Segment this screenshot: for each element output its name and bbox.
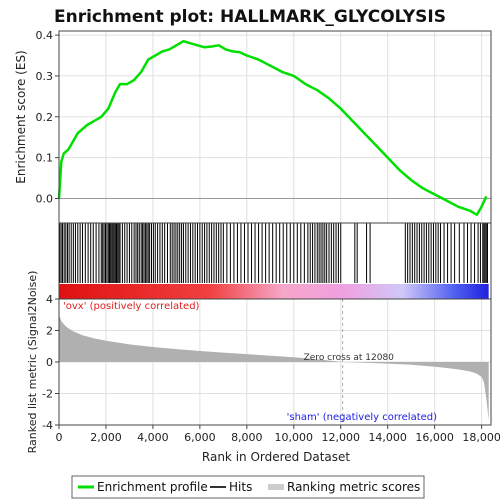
es-panel	[57, 31, 491, 223]
hits-panel	[59, 223, 489, 299]
legend-metric-label: Ranking metric scores	[287, 480, 420, 494]
x-tick-label: 14,000	[368, 431, 407, 444]
positive-label: 'ovx' (positively correlated)	[63, 301, 200, 312]
metric-tick-label: 2	[46, 325, 53, 338]
x-tick-label: 12,000	[321, 431, 360, 444]
x-tick-label: 8,000	[231, 431, 263, 444]
legend-profile-label: Enrichment profile	[97, 480, 208, 494]
chart-title: Enrichment plot: HALLMARK_GLYCOLYSIS	[54, 7, 446, 27]
enrichment-profile-line	[57, 39, 488, 217]
x-tick-label: 0	[56, 431, 63, 444]
metric-axis-label: Ranked list metric (Signal2Noise)	[26, 271, 39, 454]
metric-tick-label: -2	[42, 388, 53, 401]
x-axis-label: Rank in Ordered Dataset	[202, 450, 350, 464]
legend: Enrichment profile Hits Ranking metric s…	[71, 475, 425, 499]
es-tick-label: 0.3	[36, 70, 54, 83]
x-tick-label: 16,000	[415, 431, 454, 444]
axes: 0.0 0.1 0.2 0.3 0.4 -4 -2 0 2 4 0 2,000 4,000 6,000 8,…	[36, 29, 500, 444]
metric-tick-label: 4	[46, 293, 53, 306]
negative-label: 'sham' (negatively correlated)	[287, 412, 438, 423]
metric-tick-label: -4	[42, 419, 53, 432]
x-tick-label: 4,000	[137, 431, 169, 444]
x-tick-label: 10,000	[275, 431, 314, 444]
zero-cross-label: Zero cross at 12080	[304, 353, 395, 363]
x-tick-label: 6,000	[184, 431, 216, 444]
x-tick-label: 2,000	[90, 431, 122, 444]
es-tick-label: 0.1	[36, 152, 54, 165]
x-tick-label: 18,000	[462, 431, 500, 444]
legend-hits-label: Hits	[229, 480, 252, 494]
es-tick-label: 0.4	[36, 29, 54, 42]
metric-tick-label: 0	[46, 356, 53, 369]
rank-color-bar	[59, 284, 489, 299]
es-tick-label: 0.0	[36, 192, 54, 205]
legend-box	[71, 475, 425, 499]
es-axis-label: Enrichment score (ES)	[14, 50, 28, 183]
es-tick-label: 0.2	[36, 111, 54, 124]
